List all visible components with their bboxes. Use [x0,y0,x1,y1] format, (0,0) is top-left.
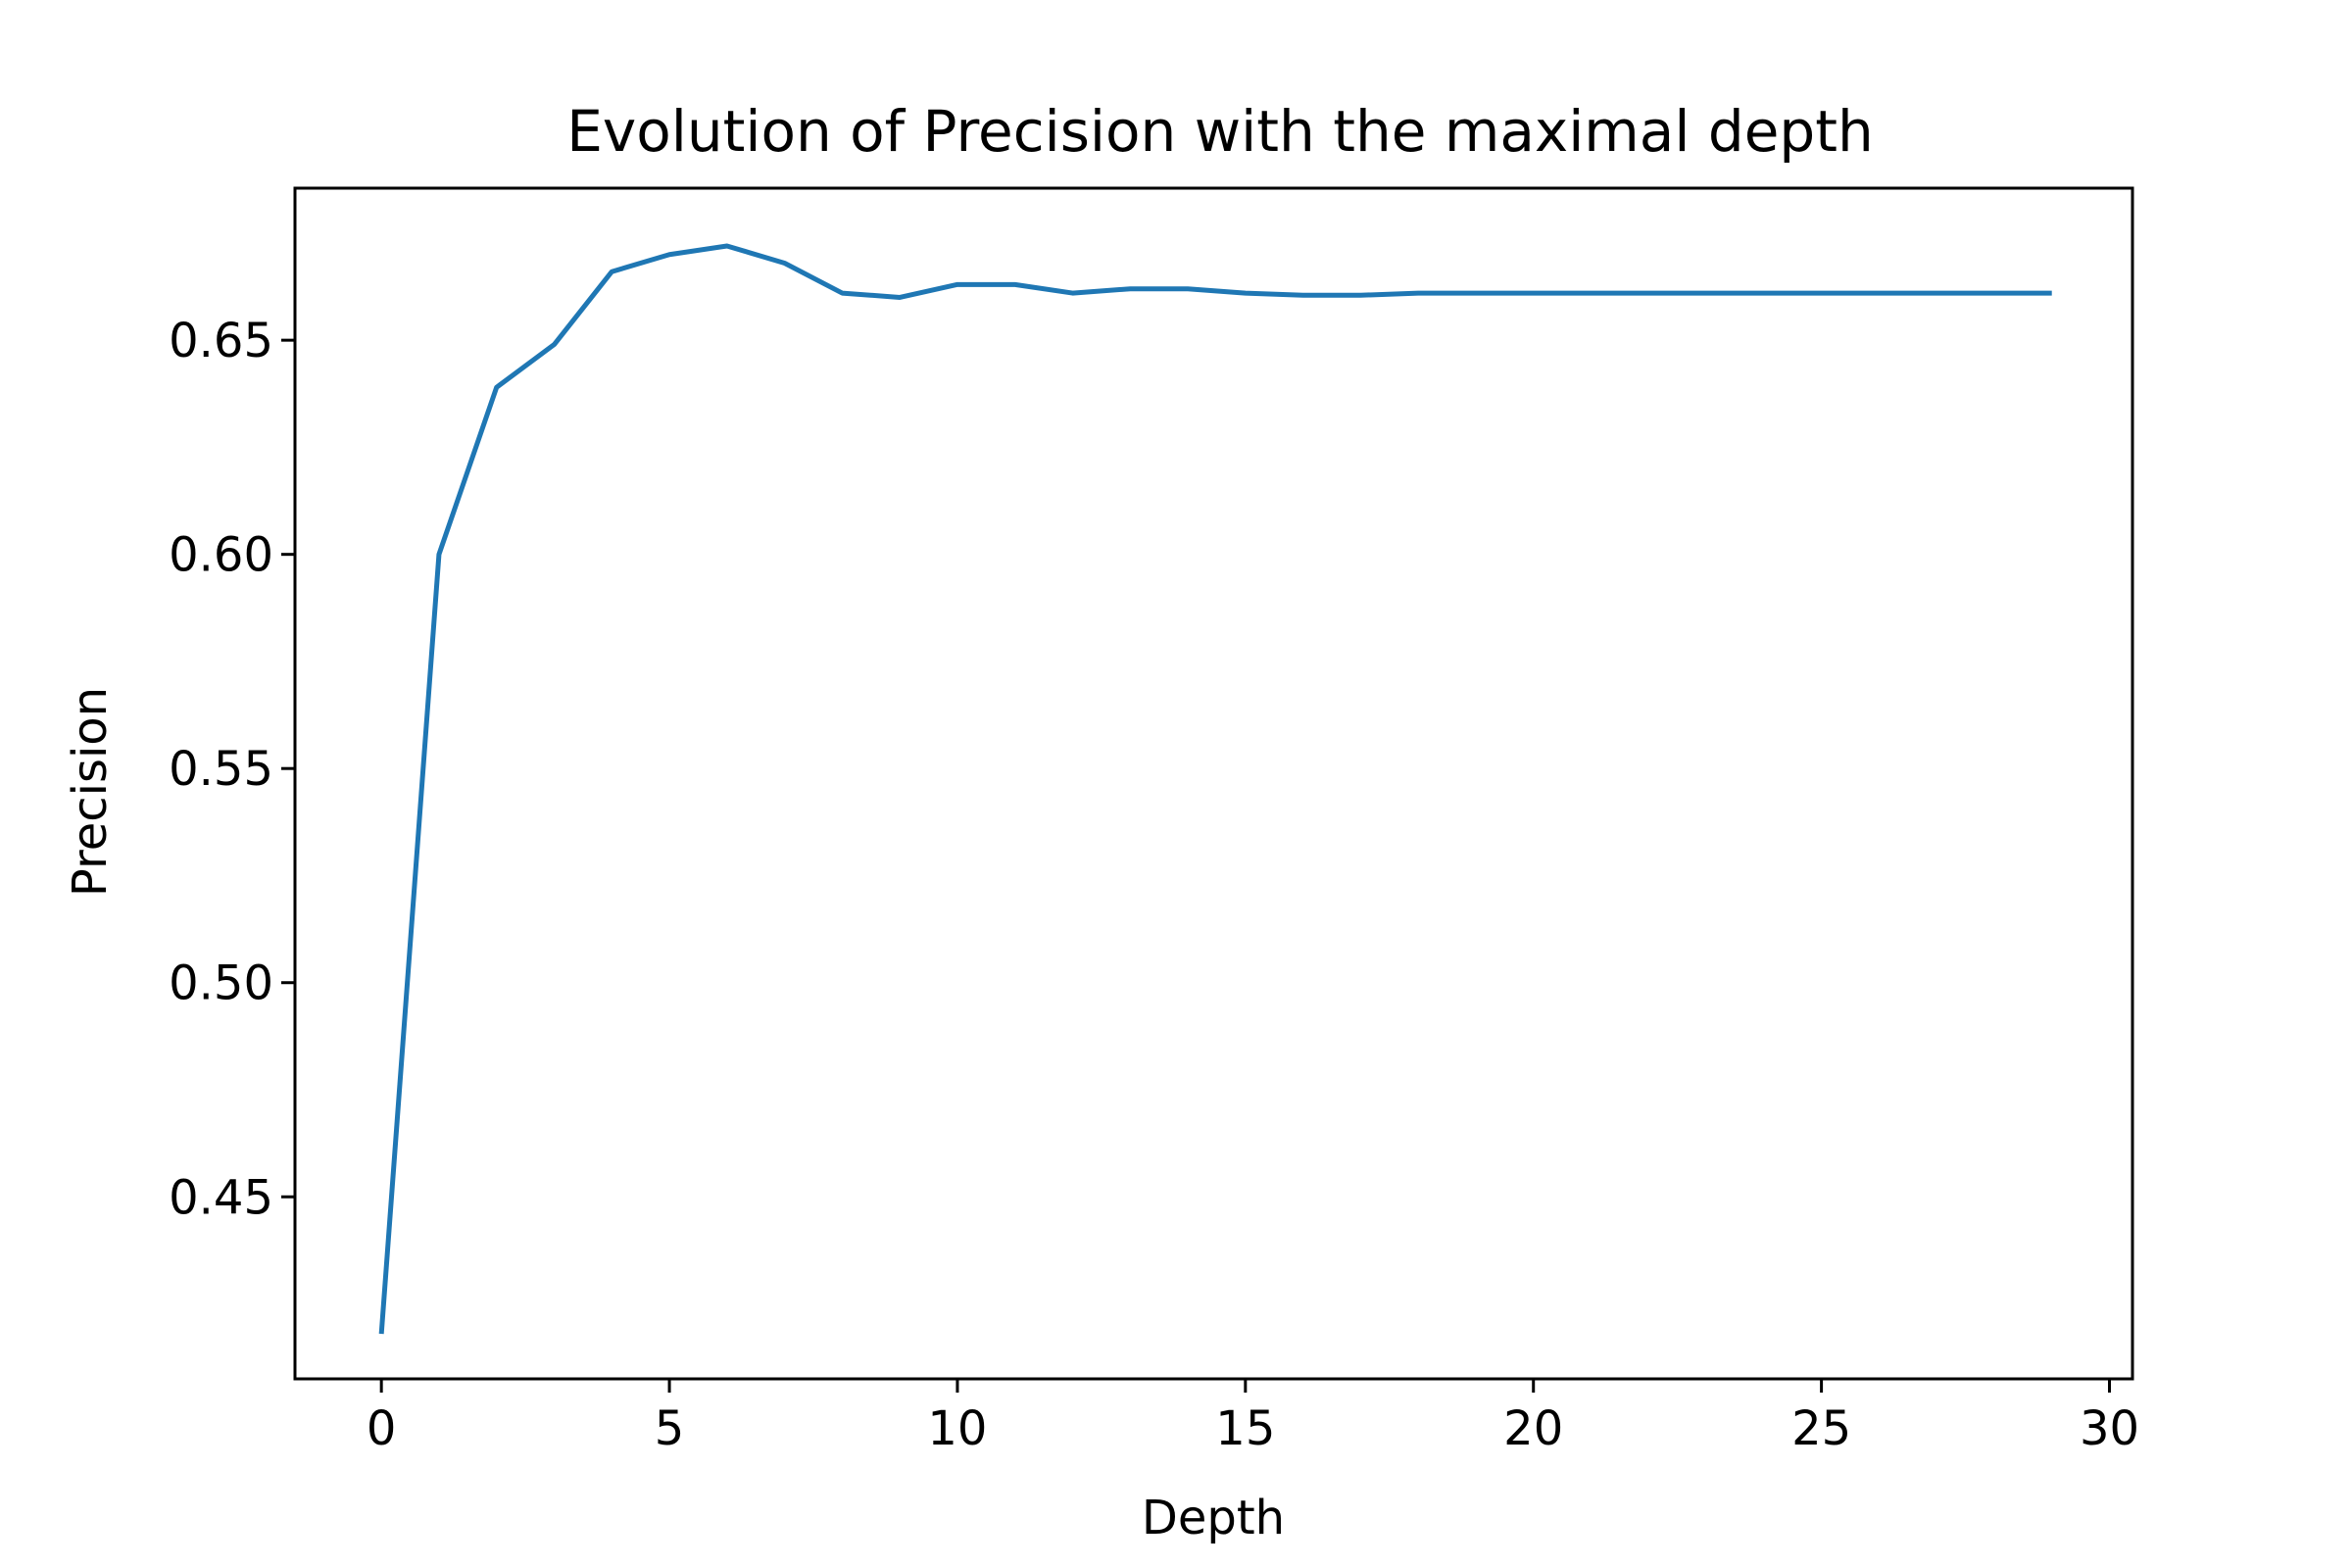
y-tick-label: 0.55 [169,742,273,797]
x-tick-label: 20 [1503,1401,1563,1456]
series-line-0 [378,243,2052,1335]
x-tick-label: 25 [1791,1401,1851,1456]
x-axis-ticks: 0 5 10 15 20 25 30 [367,1379,2139,1456]
y-axis-label: Precision [63,687,118,897]
x-tick-label: 30 [2080,1401,2139,1456]
plot-area [378,243,2052,1335]
y-tick-label: 0.50 [169,956,273,1011]
y-tick-label: 0.60 [169,528,273,583]
plot-frame [293,186,2134,1381]
x-tick-label: 0 [367,1401,397,1456]
chart-title: Evolution of Precision with the maximal … [566,98,1873,165]
y-tick-label: 0.65 [169,314,273,368]
x-tick-label: 10 [927,1401,987,1456]
y-axis-ticks: 0.45 0.50 0.55 0.60 0.65 [169,314,295,1225]
y-tick-label: 0.45 [169,1170,273,1225]
x-tick-label: 15 [1215,1401,1275,1456]
x-axis-label: Depth [1142,1491,1285,1545]
x-tick-label: 5 [655,1401,685,1456]
